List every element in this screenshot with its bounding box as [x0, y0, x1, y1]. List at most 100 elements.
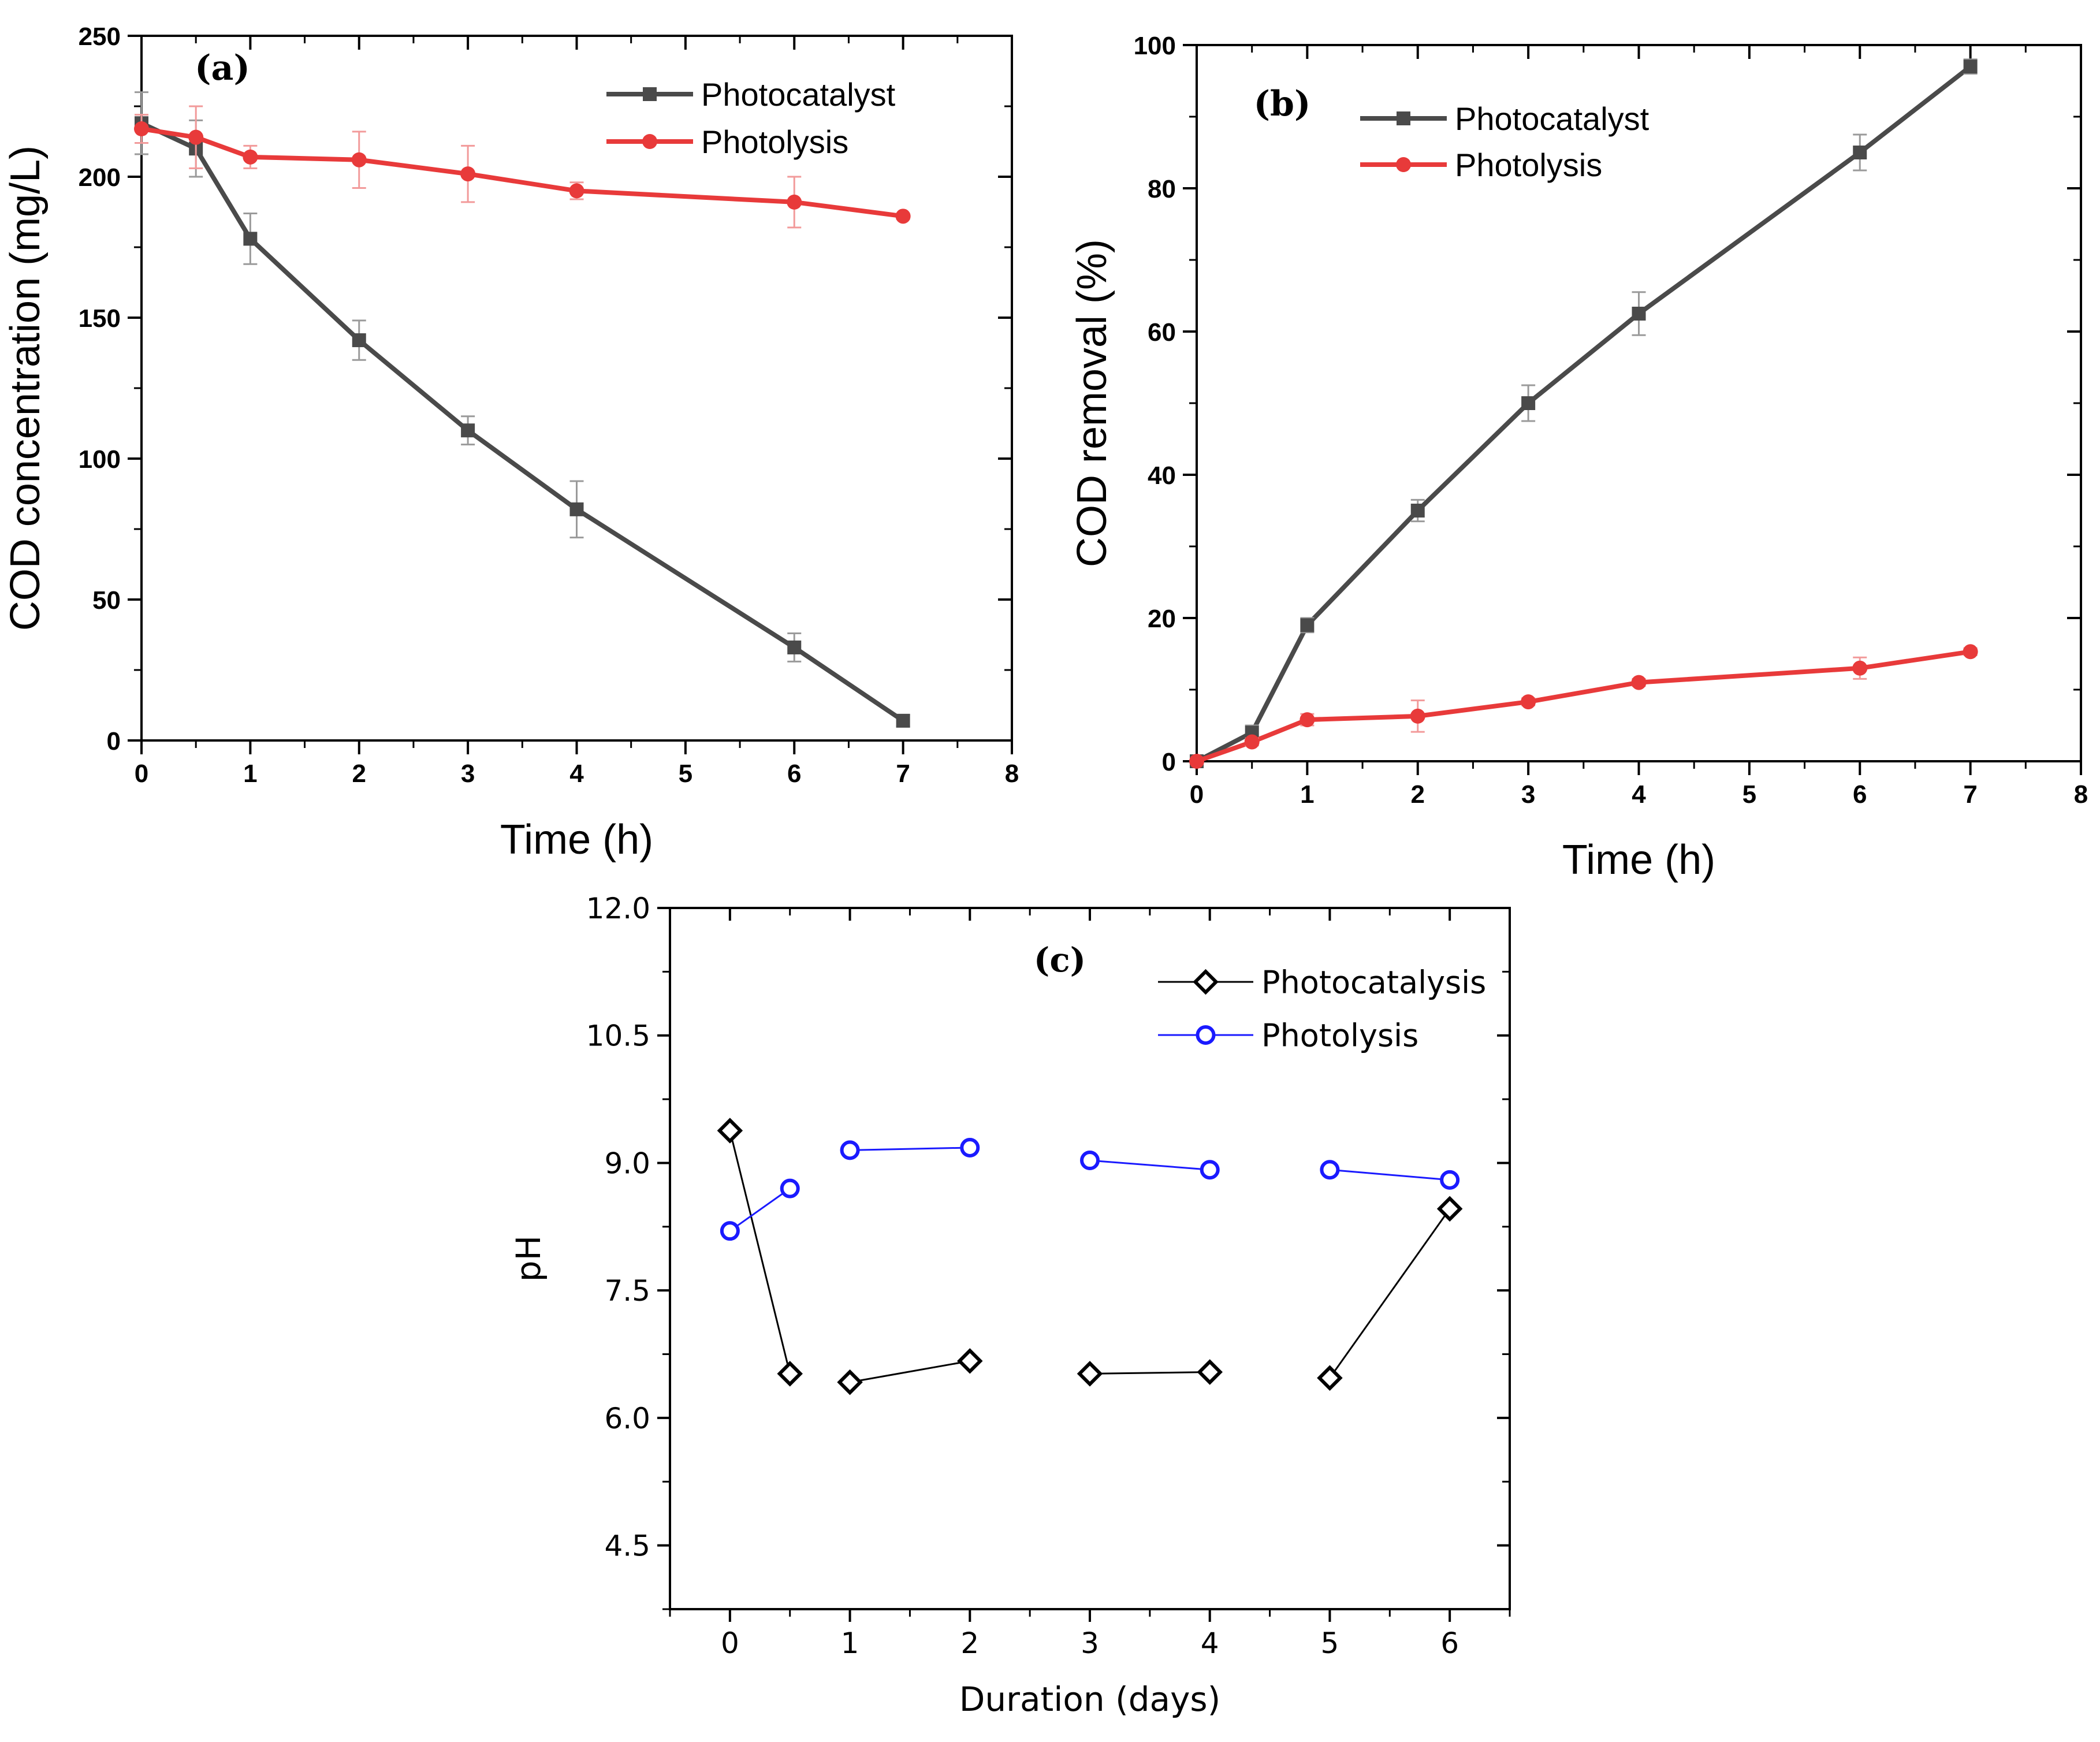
series-line-segment: [1089, 1159, 1210, 1171]
series-photolysis: [720, 1137, 1460, 1241]
x-tick-label: 1: [841, 1626, 859, 1660]
panel-label: (c): [1034, 940, 1086, 980]
series-line: [1196, 649, 1971, 764]
data-point-circle: [569, 183, 584, 199]
series-line: [140, 121, 904, 723]
data-point-circle: [351, 152, 367, 168]
data-point-circle: [1396, 157, 1411, 172]
series-photolysis: [134, 105, 911, 229]
data-point-square: [1300, 618, 1315, 632]
data-point-square: [461, 423, 475, 438]
data-point-diamond: [1193, 969, 1219, 995]
series-line: [1196, 65, 1972, 764]
x-tick-label: 5: [1742, 780, 1756, 809]
data-point-circle: [1196, 1025, 1216, 1045]
data-point-square: [1963, 59, 1978, 74]
series-line-segment: [729, 1130, 791, 1374]
data-point-circle: [780, 1178, 800, 1198]
x-tick-label: 4: [1201, 1626, 1219, 1660]
data-point-diamond: [1077, 1361, 1103, 1387]
x-tick-label: 2: [1411, 780, 1425, 809]
data-point-circle: [1410, 708, 1425, 724]
x-tick-label: 6: [1853, 780, 1867, 809]
series-line-segment: [1329, 1208, 1451, 1379]
x-tick-label: 0: [721, 1626, 739, 1660]
panel-label: (a): [195, 48, 250, 88]
x-tick-label: 8: [2074, 780, 2088, 809]
legend-label: Photocatalysis: [1261, 964, 1486, 1000]
chart-panel-a: 0 1 2 3 4 5 6 7 8 0 50 100 150 200 250 Time (h) COD conc…: [2, 23, 1019, 863]
data-point-square: [243, 232, 258, 246]
x-tick-label: 6: [787, 760, 801, 788]
data-point-square: [1521, 396, 1536, 410]
x-tick-label: 8: [1005, 760, 1019, 788]
data-point-diamond: [837, 1369, 863, 1395]
data-point-circle: [1963, 644, 1978, 660]
series-photocatalyst: [1190, 58, 1978, 768]
data-point-square: [1853, 146, 1867, 159]
x-tick-label: 0: [1190, 780, 1204, 809]
data-point-circle: [1080, 1151, 1100, 1171]
data-point-diamond: [1436, 1196, 1463, 1222]
panel-label: (b): [1254, 84, 1311, 124]
data-point-circle: [188, 129, 204, 145]
x-tick-label: 3: [461, 760, 475, 788]
x-tick-label: 7: [896, 760, 910, 788]
x-tick-label: 3: [1521, 780, 1535, 809]
x-tick-label: 5: [679, 760, 692, 788]
data-point-square: [787, 640, 802, 654]
y-axis-label: COD concentration (mg/L): [2, 146, 49, 631]
data-point-circle: [1440, 1170, 1460, 1190]
series-line-segment: [1330, 1168, 1450, 1181]
series-line-segment: [850, 1147, 970, 1151]
data-point-circle: [134, 121, 149, 137]
x-tick-label: 5: [1321, 1626, 1339, 1660]
data-point-square: [1632, 307, 1646, 321]
data-point-circle: [1521, 694, 1536, 710]
y-tick-label: 20: [1148, 605, 1176, 633]
x-axis-label: Duration (days): [959, 1680, 1221, 1719]
legend-label: Photocatalyst: [1455, 100, 1650, 137]
data-point-diamond: [777, 1361, 803, 1387]
y-tick-label: 12.0: [586, 892, 650, 925]
y-tick-label: 9.0: [604, 1147, 650, 1180]
data-point-diamond: [1197, 1359, 1223, 1385]
series-photolysis: [1189, 644, 1978, 769]
x-tick-label: 6: [1440, 1626, 1459, 1660]
y-tick-label: 50: [92, 586, 121, 615]
series-line-segment: [729, 1188, 791, 1232]
x-tick-label: 3: [1081, 1626, 1099, 1660]
x-tick-label: 4: [1632, 780, 1646, 809]
y-tick-label: 80: [1148, 175, 1176, 203]
data-point-circle: [1200, 1160, 1220, 1180]
legend-label: Photolysis: [701, 124, 848, 160]
data-point-circle: [243, 149, 258, 165]
x-tick-label: 1: [243, 760, 257, 788]
data-point-circle: [1189, 754, 1204, 769]
data-point-circle: [1300, 712, 1315, 728]
data-point-square: [896, 713, 910, 728]
legend-label: Photolysis: [1261, 1017, 1418, 1054]
x-tick-label: 1: [1300, 780, 1314, 809]
data-point-circle: [895, 209, 911, 224]
y-tick-label: 7.5: [604, 1274, 650, 1308]
x-tick-label: 2: [960, 1626, 979, 1660]
series-line-segment: [1089, 1371, 1210, 1375]
y-tick-label: 6.0: [604, 1402, 650, 1435]
data-point-circle: [460, 166, 476, 182]
y-tick-label: 40: [1148, 461, 1176, 490]
data-point-square: [643, 87, 657, 101]
legend-label: Photocatalyst: [701, 76, 896, 113]
x-tick-label: 4: [569, 760, 584, 788]
data-point-circle: [1320, 1160, 1340, 1180]
data-point-circle: [642, 134, 657, 149]
data-point-diamond: [717, 1118, 743, 1144]
series-line: [141, 126, 904, 219]
y-tick-label: 0: [1162, 748, 1176, 776]
x-axis-label: Time (h): [1562, 837, 1715, 883]
y-tick-label: 0: [107, 727, 121, 755]
plot-frame: [669, 907, 1511, 1610]
legend-label: Photolysis: [1455, 147, 1602, 183]
